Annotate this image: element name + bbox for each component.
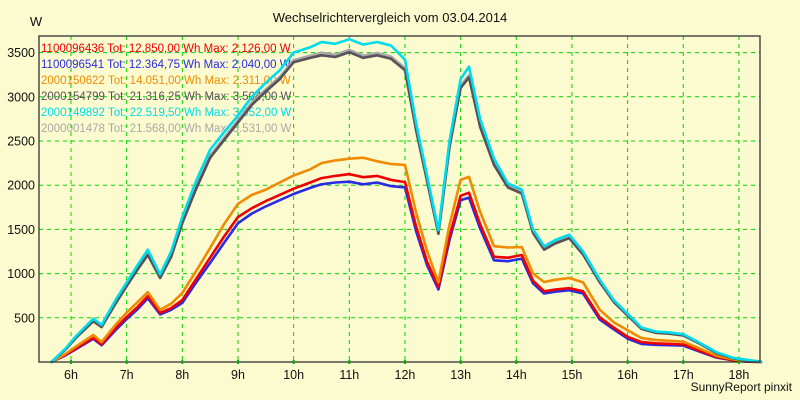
x-axis-tick-label: 9h [231,368,245,382]
y-axis-unit-label: W [29,14,43,29]
x-axis-tick-label: 15h [562,368,583,382]
footer-credit: SunnyReport pinxit [690,380,792,394]
x-axis-tick-label: 6h [64,368,78,382]
x-axis-tick-label: 13h [450,368,471,382]
x-axis-tick-label: 16h [617,368,638,382]
chart-title: Wechselrichtervergleich vom 03.04.2014 [272,10,508,25]
y-axis-tick-label: 1000 [7,267,35,281]
x-axis-tick-label: 12h [395,368,416,382]
legend-entry-1100096541: 1100096541 Tot: 12.364,75 Wh Max: 2.040,… [41,59,291,71]
legend-entry-1100096436: 1100096436 Tot: 12.850,00 Wh Max: 2.126,… [41,43,291,55]
y-axis-tick-label: 2500 [7,135,35,149]
y-axis-tick-label: 500 [14,311,35,325]
x-axis-tick-label: 17h [673,368,694,382]
series-line-2000149892 [50,37,763,364]
y-axis-tick-label: 2000 [7,179,35,193]
plot-border [38,35,761,363]
legend-entry-2000149892: 2000149892 Tot: 22.519,50 Wh Max: 3.652,… [41,107,292,119]
x-axis-tick-label: 14h [506,368,527,382]
series-line-2000150622 [50,156,763,364]
x-axis-tick-label: 11h [339,368,359,382]
legend-entry-2000154799: 2000154799 Tot: 21.316,25 Wh Max: 3.504,… [41,91,292,103]
y-axis-tick-label: 3500 [7,46,35,60]
legend-entry-2000150622: 2000150622 Tot: 14.051,00 Wh Max: 2.311,… [41,75,291,87]
x-axis-tick-label: 7h [120,368,134,382]
x-axis-tick-label: 18h [728,368,749,382]
legend-entry-2000001478: 2000001478 Tot: 21.568,00 Wh Max: 3.531,… [41,123,292,135]
x-axis-tick-label: 8h [175,368,189,382]
y-axis-tick-label: 1500 [7,223,35,237]
series-line-1100096436 [50,172,763,364]
x-axis-tick-label: 10h [283,368,304,382]
y-axis-tick-label: 3000 [7,90,35,104]
